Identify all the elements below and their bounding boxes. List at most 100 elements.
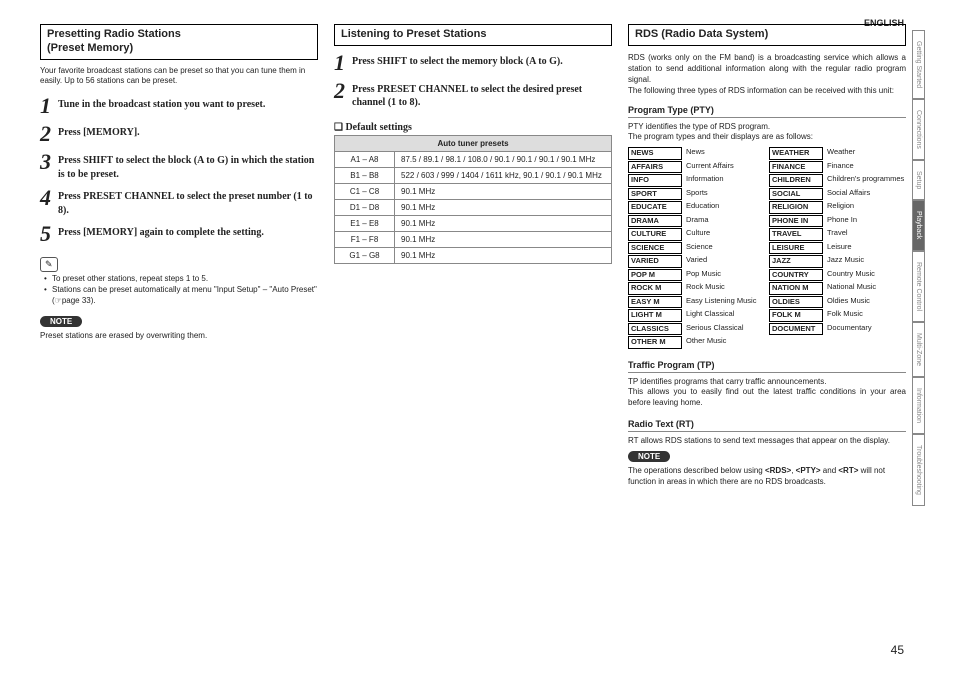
pty-row: FOLK MFolk Music	[769, 309, 906, 322]
pty-code: NATION M	[769, 282, 823, 295]
pty-label: Varied	[686, 255, 765, 266]
pty-label: Documentary	[827, 323, 906, 334]
rt-heading: Radio Text (RT)	[628, 419, 906, 429]
section-title-rds: RDS (Radio Data System)	[628, 24, 906, 46]
pty-code: WEATHER	[769, 147, 823, 160]
pty-label: Education	[686, 201, 765, 212]
table-row: E1 – E890.1 MHz	[335, 215, 612, 231]
pty-code: EDUCATE	[628, 201, 682, 214]
table-cell: 90.1 MHz	[395, 183, 612, 199]
pty-label: Light Classical	[686, 309, 765, 320]
table-row: A1 – A887.5 / 89.1 / 98.1 / 108.0 / 90.1…	[335, 151, 612, 167]
pty-label: Serious Classical	[686, 323, 765, 334]
step: 1 Press SHIFT to select the memory block…	[334, 52, 612, 74]
pty-label: Leisure	[827, 242, 906, 253]
column-rds: RDS (Radio Data System) RDS (works only …	[628, 24, 906, 487]
table-cell: B1 – B8	[335, 167, 395, 183]
step: 1 Tune in the broadcast station you want…	[40, 95, 318, 117]
step-number: 1	[40, 95, 58, 117]
side-tab[interactable]: Getting Started	[912, 30, 925, 99]
pty-label: Country Music	[827, 269, 906, 280]
table-cell: D1 – D8	[335, 199, 395, 215]
pty-label: Children's programmes	[827, 174, 906, 185]
step-number: 1	[334, 52, 352, 74]
side-tab[interactable]: Connections	[912, 99, 925, 160]
pty-row: INFOInformation	[628, 174, 765, 187]
pty-row: PHONE INPhone In	[769, 215, 906, 228]
table-cell: C1 – C8	[335, 183, 395, 199]
pty-row: EASY MEasy Listening Music	[628, 296, 765, 309]
step-number: 4	[40, 187, 58, 209]
pty-code: SPORT	[628, 188, 682, 201]
pty-code: JAZZ	[769, 255, 823, 268]
pty-row: OLDIESOldies Music	[769, 296, 906, 309]
pencil-icon: ✎	[40, 257, 58, 272]
pty-label: Pop Music	[686, 269, 765, 280]
pty-row: JAZZ Jazz Music	[769, 255, 906, 268]
pty-label: Sports	[686, 188, 765, 199]
pty-row: NEWS News	[628, 147, 765, 160]
pty-code: COUNTRY	[769, 269, 823, 282]
table-cell: A1 – A8	[335, 151, 395, 167]
pty-row: CULTURE Culture	[628, 228, 765, 241]
table-cell: G1 – G8	[335, 247, 395, 263]
pty-row: RELIGIONReligion	[769, 201, 906, 214]
pty-code: CHILDREN	[769, 174, 823, 187]
step-number: 3	[40, 151, 58, 173]
step-text: Press PRESET CHANNEL to select the desir…	[352, 80, 612, 110]
pty-label: Folk Music	[827, 309, 906, 320]
side-tabs: Getting StartedConnectionsSetupPlaybackR…	[912, 30, 942, 506]
pty-code: RELIGION	[769, 201, 823, 214]
pty-code: AFFAIRS	[628, 161, 682, 174]
pty-heading: Program Type (PTY)	[628, 105, 906, 115]
table-cell: 87.5 / 89.1 / 98.1 / 108.0 / 90.1 / 90.1…	[395, 151, 612, 167]
side-tab[interactable]: Information	[912, 377, 925, 434]
pty-label: Jazz Music	[827, 255, 906, 266]
rt-text: RT allows RDS stations to send text mess…	[628, 436, 906, 447]
side-tab[interactable]: Multi-Zone	[912, 322, 925, 377]
note-text-rds: The operations described below using <RD…	[628, 466, 906, 488]
step-text: Press PRESET CHANNEL to select the prese…	[58, 187, 318, 217]
pty-row: CLASSICSSerious Classical	[628, 323, 765, 336]
section-title-preset: Presetting Radio Stations(Preset Memory)	[40, 24, 318, 60]
pty-row: TRAVELTravel	[769, 228, 906, 241]
table-row: C1 – C890.1 MHz	[335, 183, 612, 199]
pty-code: OTHER M	[628, 336, 682, 349]
pty-code: ROCK M	[628, 282, 682, 295]
tip-item: To preset other stations, repeat steps 1…	[44, 274, 318, 285]
pty-row: VARIEDVaried	[628, 255, 765, 268]
pty-code: POP M	[628, 269, 682, 282]
pty-row: POP M Pop Music	[628, 269, 765, 282]
table-cell: 90.1 MHz	[395, 247, 612, 263]
pty-code: CULTURE	[628, 228, 682, 241]
tp-text: TP identifies programs that carry traffi…	[628, 377, 906, 409]
table-cell: E1 – E8	[335, 215, 395, 231]
table-header: Auto tuner presets	[335, 135, 612, 151]
table-row: G1 – G890.1 MHz	[335, 247, 612, 263]
side-tab[interactable]: Playback	[912, 200, 925, 250]
tips-list: To preset other stations, repeat steps 1…	[40, 274, 318, 306]
pty-row: CHILDREN Children's programmes	[769, 174, 906, 187]
side-tab[interactable]: Troubleshooting	[912, 434, 925, 506]
preset-table: Auto tuner presets A1 – A887.5 / 89.1 / …	[334, 135, 612, 264]
pty-code: NEWS	[628, 147, 682, 160]
step-text: Press [MEMORY].	[58, 123, 140, 140]
pty-code: DRAMA	[628, 215, 682, 228]
pty-row: LEISURELeisure	[769, 242, 906, 255]
side-tab[interactable]: Setup	[912, 160, 925, 200]
intro-preset: Your favorite broadcast stations can be …	[40, 66, 318, 88]
page-content: Presetting Radio Stations(Preset Memory)…	[40, 24, 910, 487]
page-number: 45	[891, 643, 904, 657]
step-number: 2	[40, 123, 58, 145]
step: 4 Press PRESET CHANNEL to select the pre…	[40, 187, 318, 217]
pty-row: SPORT Sports	[628, 188, 765, 201]
pty-row: FINANCEFinance	[769, 161, 906, 174]
pty-label: News	[686, 147, 765, 158]
pty-label: Oldies Music	[827, 296, 906, 307]
pty-label: Information	[686, 174, 765, 185]
step: 3 Press SHIFT to select the block (A to …	[40, 151, 318, 181]
section-title-listening: Listening to Preset Stations	[334, 24, 612, 46]
pty-label: Culture	[686, 228, 765, 239]
side-tab[interactable]: Remote Control	[912, 251, 925, 322]
table-row: F1 – F890.1 MHz	[335, 231, 612, 247]
